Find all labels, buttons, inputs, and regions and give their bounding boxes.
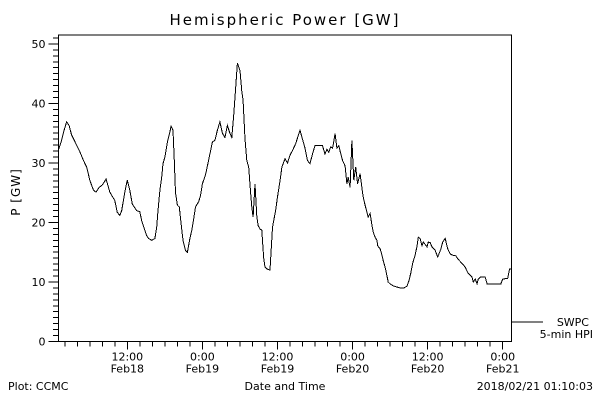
x-tick-date-label: Feb18 xyxy=(111,363,144,376)
x-tick-time-label: 0:00 xyxy=(490,351,515,364)
legend-series-name: SWPC xyxy=(557,316,589,329)
x-tick-time-label: 12:00 xyxy=(412,351,444,364)
chart-title: Hemispheric Power [GW] xyxy=(170,11,401,29)
x-tick-date-label: Feb20 xyxy=(336,363,369,376)
x-tick-date-label: Feb19 xyxy=(186,363,219,376)
x-tick-time-label: 0:00 xyxy=(340,351,365,364)
x-tick-time-label: 0:00 xyxy=(190,351,215,364)
x-tick-time-label: 12:00 xyxy=(111,351,143,364)
x-tick-time-label: 12:00 xyxy=(262,351,294,364)
legend-series-description: 5-min HPI xyxy=(540,328,593,341)
y-axis-label: P [GW] xyxy=(9,168,23,216)
y-tick-label: 30 xyxy=(32,157,46,170)
y-tick-label: 0 xyxy=(39,336,46,349)
x-axis-label: Date and Time xyxy=(245,380,326,393)
legend: SWPC 5-min HPI xyxy=(511,316,593,341)
footer-timestamp: 2018/02/21 01:10:03 xyxy=(477,380,593,393)
plot-area: 12:00Feb180:00Feb1912:00Feb190:00Feb2012… xyxy=(32,34,519,376)
data-line xyxy=(58,62,512,289)
y-tick-label: 20 xyxy=(32,216,46,229)
x-tick-date-label: Feb20 xyxy=(411,363,444,376)
y-tick-label: 40 xyxy=(32,97,46,110)
y-tick-label: 50 xyxy=(32,38,46,51)
axes-box xyxy=(58,34,512,342)
footer-plot-source: Plot: CCMC xyxy=(8,380,69,393)
x-tick-date-label: Feb21 xyxy=(486,363,519,376)
y-tick-label: 10 xyxy=(32,276,46,289)
x-tick-date-label: Feb19 xyxy=(261,363,294,376)
